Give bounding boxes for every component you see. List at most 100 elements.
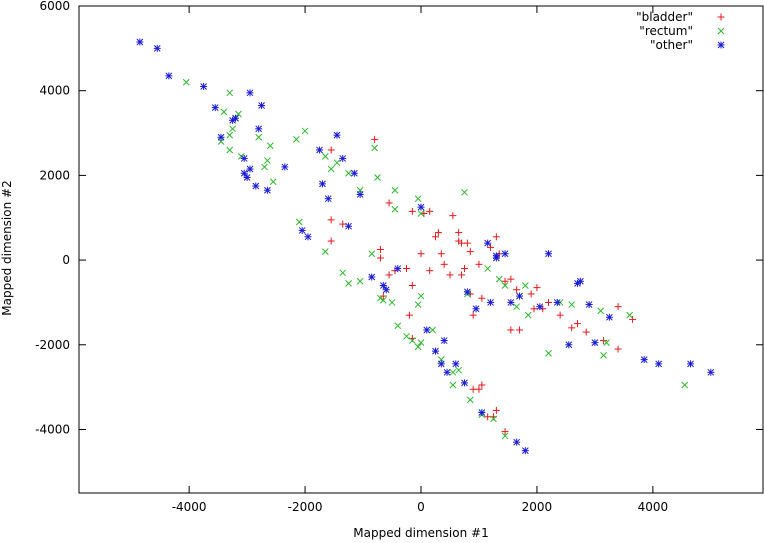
series-rectum	[182, 78, 689, 440]
data-point	[501, 277, 509, 285]
data-point	[408, 207, 416, 215]
data-point	[478, 409, 486, 417]
x-tick-label: -2000	[288, 500, 323, 514]
data-point	[374, 174, 381, 181]
data-point	[368, 250, 376, 258]
data-point	[437, 360, 445, 368]
data-point	[597, 307, 605, 315]
data-point	[322, 152, 329, 160]
data-point	[553, 298, 561, 306]
data-point	[507, 326, 515, 334]
data-point	[513, 286, 521, 294]
y-tick-label: 2000	[39, 168, 70, 182]
data-point	[226, 89, 234, 97]
data-point	[426, 267, 434, 275]
data-point	[379, 292, 387, 300]
data-point	[258, 102, 266, 110]
data-point	[458, 271, 466, 279]
data-point	[440, 260, 448, 268]
data-point	[533, 284, 541, 292]
data-point	[220, 108, 228, 116]
data-point	[211, 104, 219, 112]
data-point	[403, 265, 411, 273]
data-point	[182, 78, 190, 86]
data-point	[460, 379, 468, 387]
data-point	[455, 366, 463, 374]
data-point	[263, 186, 271, 194]
x-tick-label: -4000	[172, 500, 207, 514]
legend-item-other: "other"	[650, 38, 725, 52]
data-point	[414, 195, 422, 203]
x-tick-label: 2000	[522, 500, 553, 514]
data-point	[333, 131, 341, 139]
data-point	[521, 447, 529, 455]
data-point	[379, 296, 387, 304]
data-point	[524, 311, 532, 319]
data-point	[478, 381, 486, 389]
data-point	[501, 428, 509, 436]
data-point	[345, 169, 352, 177]
data-point	[582, 328, 590, 336]
data-point	[322, 248, 329, 255]
data-point	[252, 182, 260, 190]
data-point	[240, 169, 248, 177]
data-point	[484, 265, 492, 272]
data-point	[614, 345, 622, 353]
data-point	[600, 352, 607, 359]
data-point	[440, 337, 448, 345]
data-point	[379, 281, 387, 289]
data-point	[507, 298, 515, 306]
data-point	[455, 229, 463, 237]
data-point	[513, 303, 520, 311]
data-point	[565, 341, 573, 349]
data-point	[466, 248, 474, 256]
data-point	[295, 218, 303, 226]
data-point	[377, 294, 384, 302]
data-point	[434, 229, 442, 237]
data-point	[345, 222, 353, 230]
data-point	[431, 347, 439, 355]
data-point	[368, 273, 376, 281]
data-point	[452, 360, 460, 368]
data-point	[391, 205, 399, 213]
y-tick-label: 6000	[39, 0, 70, 13]
data-point	[350, 169, 358, 177]
data-point	[626, 311, 634, 319]
data-point	[136, 38, 144, 46]
data-point	[243, 174, 251, 182]
data-point	[165, 72, 173, 80]
data-point	[235, 110, 242, 118]
data-point	[495, 275, 503, 283]
data-point	[461, 188, 468, 196]
data-point	[629, 315, 637, 323]
data-point	[408, 337, 416, 344]
data-point	[301, 127, 309, 135]
data-point	[426, 207, 434, 215]
data-point	[484, 239, 492, 247]
data-point	[490, 415, 497, 423]
data-point	[414, 343, 422, 351]
data-point	[469, 311, 477, 319]
data-point	[521, 282, 529, 289]
data-point	[603, 339, 610, 347]
data-point	[545, 250, 553, 258]
data-point	[478, 294, 486, 302]
x-axis-ticks: -4000 -2000 0 2000 4000	[172, 6, 668, 514]
y-axis-ticks: -4000 -2000 0 2000 4000 6000	[35, 0, 763, 436]
data-point	[466, 396, 474, 404]
data-point	[460, 265, 468, 273]
data-point	[414, 301, 422, 308]
y-axis-title: Mapped dimension #2	[0, 180, 14, 315]
data-point	[293, 136, 300, 143]
data-point	[417, 210, 425, 217]
data-point	[417, 250, 425, 258]
data-point	[449, 381, 457, 389]
data-point	[246, 89, 254, 97]
legend-marker	[717, 13, 725, 21]
data-point	[153, 44, 161, 52]
data-point	[455, 237, 463, 245]
legend-marker	[717, 27, 725, 35]
legend-label: "other"	[650, 38, 693, 52]
data-point	[246, 165, 254, 173]
data-point	[487, 298, 495, 306]
